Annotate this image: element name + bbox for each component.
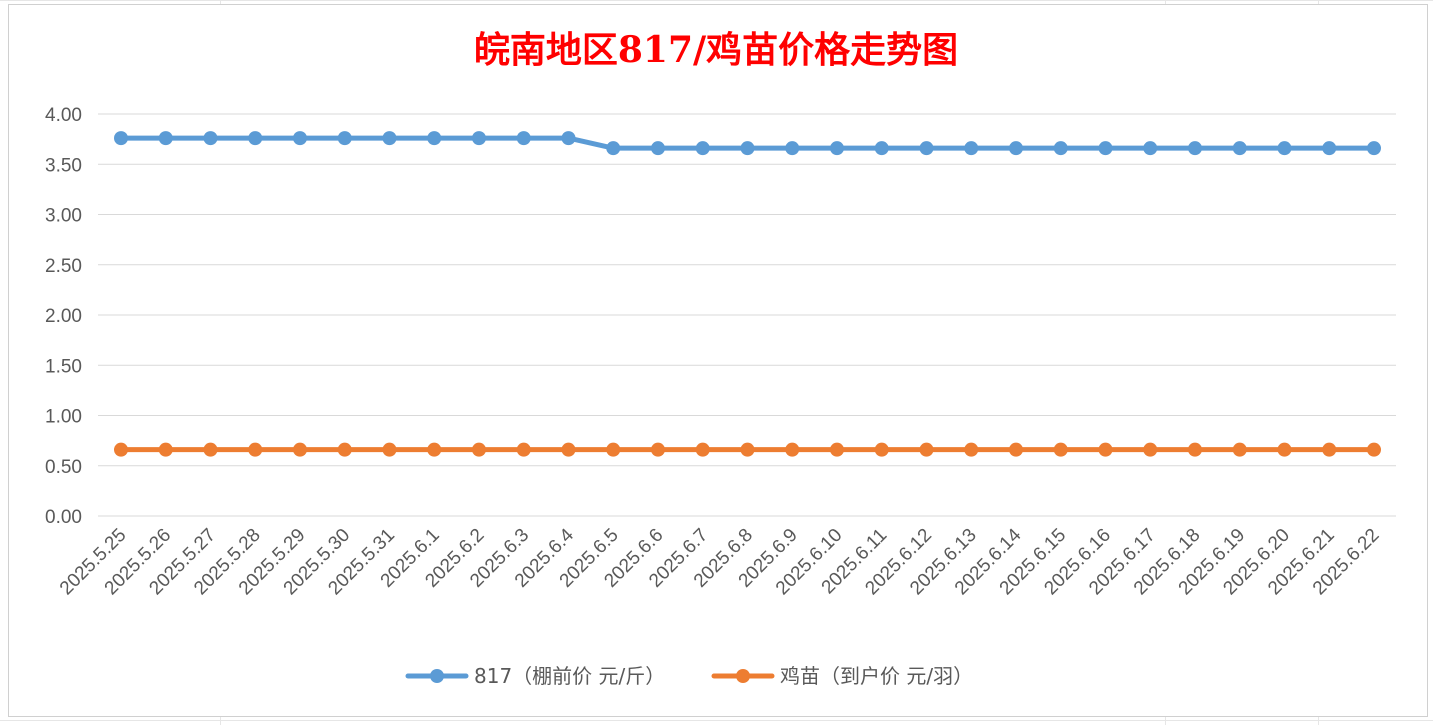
data-point[interactable] bbox=[1322, 442, 1337, 457]
y-tick-label: 0.50 bbox=[45, 457, 82, 478]
data-point[interactable] bbox=[964, 141, 979, 156]
data-point[interactable] bbox=[740, 442, 755, 457]
data-point[interactable] bbox=[158, 442, 173, 457]
data-point[interactable] bbox=[114, 131, 128, 146]
legend-item[interactable]: 817（棚前价 元/斤） bbox=[405, 664, 665, 688]
data-point[interactable] bbox=[1098, 442, 1113, 457]
data-point[interactable] bbox=[1232, 442, 1247, 457]
legend-label: 817（棚前价 元/斤） bbox=[474, 664, 665, 688]
data-point[interactable] bbox=[561, 131, 576, 146]
y-tick-label: 2.50 bbox=[45, 256, 82, 277]
data-point[interactable] bbox=[472, 442, 486, 457]
data-point[interactable] bbox=[919, 442, 934, 457]
data-point[interactable] bbox=[1053, 141, 1068, 156]
data-point[interactable] bbox=[785, 442, 800, 457]
y-tick-label: 3.50 bbox=[45, 155, 82, 176]
data-point[interactable] bbox=[1188, 141, 1202, 156]
data-point[interactable] bbox=[830, 141, 844, 156]
data-point[interactable] bbox=[427, 131, 442, 146]
data-point[interactable] bbox=[651, 141, 665, 156]
data-point[interactable] bbox=[158, 131, 173, 146]
y-tick-label: 1.50 bbox=[45, 356, 82, 377]
data-point[interactable] bbox=[516, 442, 531, 457]
series-layer bbox=[114, 131, 1381, 457]
data-point[interactable] bbox=[1277, 141, 1292, 156]
data-point[interactable] bbox=[1367, 442, 1381, 457]
legend-swatch-marker bbox=[430, 669, 444, 683]
data-point[interactable] bbox=[427, 442, 442, 457]
data-point[interactable] bbox=[1143, 141, 1158, 156]
y-tick-label: 4.00 bbox=[45, 105, 82, 126]
data-point[interactable] bbox=[1232, 141, 1247, 156]
series-0 bbox=[114, 131, 1381, 156]
data-point[interactable] bbox=[337, 131, 352, 146]
data-point[interactable] bbox=[606, 141, 621, 156]
data-point[interactable] bbox=[1188, 442, 1202, 457]
legend-label: 鸡苗（到户价 元/羽） bbox=[780, 664, 973, 688]
sheet-gridline bbox=[0, 720, 1433, 721]
y-tick-labels: 0.00 0.50 1.00 1.50 2.00 2.50 3.00 3.50 4.00 bbox=[45, 105, 82, 528]
data-point[interactable] bbox=[1143, 442, 1158, 457]
data-point[interactable] bbox=[1367, 141, 1381, 156]
y-gridlines bbox=[98, 113, 1396, 517]
data-point[interactable] bbox=[561, 442, 576, 457]
y-tick-label: 0.00 bbox=[45, 507, 82, 528]
data-point[interactable] bbox=[1009, 141, 1023, 156]
legend: 817（棚前价 元/斤） 鸡苗（到户价 元/羽） bbox=[405, 664, 973, 688]
data-point[interactable] bbox=[248, 131, 263, 146]
data-point[interactable] bbox=[337, 442, 352, 457]
y-tick-label: 3.00 bbox=[45, 206, 82, 227]
data-point[interactable] bbox=[382, 131, 397, 146]
x-tick-labels: 2025.5.252025.5.262025.5.272025.5.282025… bbox=[56, 524, 1384, 599]
data-point[interactable] bbox=[919, 141, 934, 156]
data-point[interactable] bbox=[248, 442, 263, 457]
series-1 bbox=[114, 442, 1381, 457]
data-point[interactable] bbox=[830, 442, 844, 457]
data-point[interactable] bbox=[1098, 141, 1113, 156]
data-point[interactable] bbox=[1277, 442, 1292, 457]
data-point[interactable] bbox=[1009, 442, 1023, 457]
data-point[interactable] bbox=[874, 442, 889, 457]
data-point[interactable] bbox=[293, 442, 307, 457]
data-point[interactable] bbox=[1322, 141, 1337, 156]
data-point[interactable] bbox=[293, 131, 307, 146]
data-point[interactable] bbox=[1053, 442, 1068, 457]
data-point[interactable] bbox=[785, 141, 800, 156]
data-point[interactable] bbox=[964, 442, 979, 457]
legend-item[interactable]: 鸡苗（到户价 元/羽） bbox=[711, 664, 973, 688]
chart-area[interactable] bbox=[8, 4, 1428, 717]
data-point[interactable] bbox=[695, 442, 710, 457]
data-point[interactable] bbox=[606, 442, 621, 457]
data-point[interactable] bbox=[114, 442, 128, 457]
data-point[interactable] bbox=[472, 131, 486, 146]
data-point[interactable] bbox=[203, 131, 218, 146]
data-point[interactable] bbox=[874, 141, 889, 156]
data-point[interactable] bbox=[651, 442, 665, 457]
data-point[interactable] bbox=[740, 141, 755, 156]
data-point[interactable] bbox=[516, 131, 531, 146]
data-point[interactable] bbox=[203, 442, 218, 457]
data-point[interactable] bbox=[382, 442, 397, 457]
y-tick-label: 1.00 bbox=[45, 407, 82, 428]
data-point[interactable] bbox=[695, 141, 710, 156]
y-tick-label: 2.00 bbox=[45, 306, 82, 327]
sheet-gridline bbox=[0, 0, 1433, 1]
chart-title: 皖南地区817/鸡苗价格走势图 bbox=[474, 29, 958, 71]
legend-swatch-marker bbox=[736, 669, 750, 683]
